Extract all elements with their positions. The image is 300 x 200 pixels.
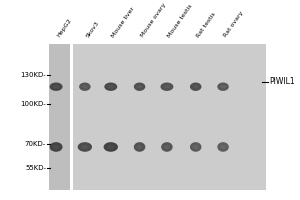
Ellipse shape xyxy=(137,85,142,88)
Ellipse shape xyxy=(104,82,117,91)
Text: Mouse ovary: Mouse ovary xyxy=(140,3,167,38)
Text: 55KD-: 55KD- xyxy=(25,165,46,171)
Ellipse shape xyxy=(79,82,91,91)
Ellipse shape xyxy=(53,145,59,149)
Text: 100KD-: 100KD- xyxy=(20,101,46,107)
Ellipse shape xyxy=(137,145,142,149)
Ellipse shape xyxy=(220,85,226,88)
Ellipse shape xyxy=(134,82,145,91)
Text: 70KD-: 70KD- xyxy=(25,141,46,147)
Ellipse shape xyxy=(164,85,170,88)
Ellipse shape xyxy=(81,145,88,149)
Bar xyxy=(73,44,266,190)
Text: HepG2: HepG2 xyxy=(56,18,73,38)
Ellipse shape xyxy=(193,145,199,149)
Text: Skov3: Skov3 xyxy=(85,20,100,38)
Ellipse shape xyxy=(53,85,59,88)
Ellipse shape xyxy=(193,85,199,88)
Ellipse shape xyxy=(164,145,170,149)
Text: Rat ovary: Rat ovary xyxy=(223,11,244,38)
Text: PIWIL1: PIWIL1 xyxy=(269,77,295,86)
Bar xyxy=(70,44,74,190)
Ellipse shape xyxy=(50,142,63,152)
Ellipse shape xyxy=(82,85,88,88)
Text: Rat testis: Rat testis xyxy=(196,11,217,38)
Ellipse shape xyxy=(190,142,202,152)
Text: Mouse liver: Mouse liver xyxy=(111,6,136,38)
Ellipse shape xyxy=(190,82,202,91)
Ellipse shape xyxy=(107,85,114,88)
Ellipse shape xyxy=(161,142,173,152)
Ellipse shape xyxy=(78,142,92,152)
Ellipse shape xyxy=(134,142,145,152)
Ellipse shape xyxy=(217,82,229,91)
Ellipse shape xyxy=(50,82,63,91)
Ellipse shape xyxy=(107,145,114,149)
Ellipse shape xyxy=(217,142,229,152)
Text: Mouse testis: Mouse testis xyxy=(167,3,194,38)
Text: 130KD-: 130KD- xyxy=(20,72,46,78)
Ellipse shape xyxy=(220,145,226,149)
Ellipse shape xyxy=(160,82,173,91)
Ellipse shape xyxy=(103,142,118,152)
Bar xyxy=(49,44,70,190)
